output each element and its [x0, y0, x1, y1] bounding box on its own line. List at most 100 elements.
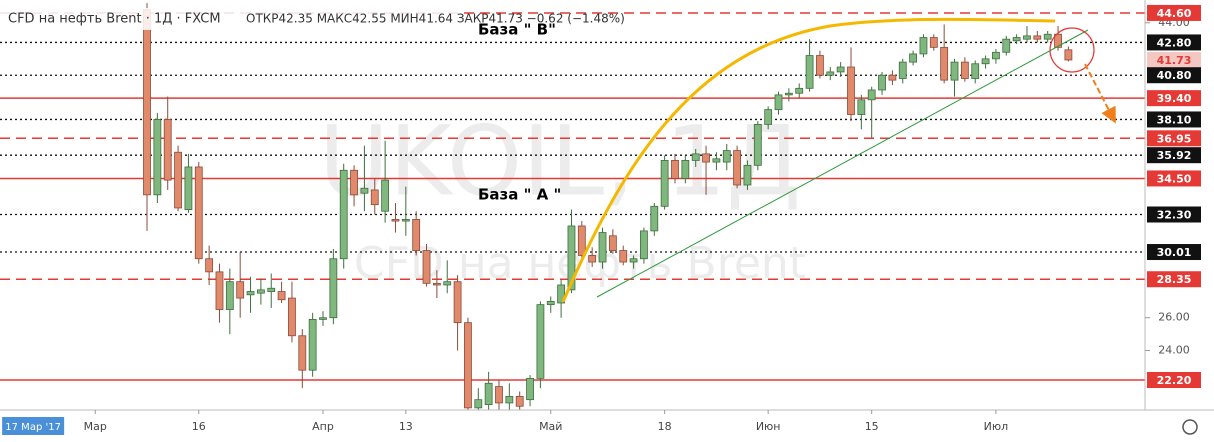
candle-body	[225, 281, 234, 310]
candle-body	[391, 219, 400, 222]
candle-body	[774, 94, 783, 111]
level-label: 40.80	[1157, 69, 1192, 82]
level-badge	[1147, 130, 1201, 147]
candle-body	[857, 99, 866, 115]
level-label: 44.60	[1157, 7, 1192, 20]
candle-body	[640, 230, 648, 260]
candle-body	[546, 300, 555, 306]
candle-body	[681, 160, 690, 179]
ohlc-text: ОТКР42.35 МАКС42.55 МИН41.64 ЗАКР41.73 −…	[246, 12, 625, 26]
settings-icon[interactable]	[1182, 419, 1198, 435]
level-label: 22.20	[1157, 374, 1192, 387]
level-badge	[1147, 4, 1201, 21]
candle-body	[795, 87, 804, 94]
level-label: 39.40	[1157, 92, 1192, 105]
candle-body	[950, 61, 959, 81]
candle-body	[660, 160, 669, 207]
level-label: 38.10	[1157, 113, 1192, 126]
candle-body	[940, 46, 949, 81]
candle-body	[919, 37, 928, 55]
candle-body	[381, 179, 390, 212]
level-badge	[1147, 51, 1201, 68]
candle-body	[536, 304, 545, 379]
candle-body	[370, 189, 379, 206]
candle-body	[205, 258, 214, 273]
level-badge	[1147, 67, 1201, 84]
candle-body	[702, 153, 710, 163]
x-tick-label: Июн	[756, 420, 781, 433]
trend-line	[596, 29, 1089, 298]
candle-body	[722, 150, 731, 163]
candle-body	[671, 160, 679, 179]
x-tick-label: Июл	[984, 420, 1009, 433]
candle-body	[484, 382, 493, 405]
candle-body	[350, 169, 358, 196]
candle-body	[1023, 35, 1031, 40]
candle-body	[691, 153, 700, 161]
candle-body	[588, 255, 597, 263]
candle-body	[567, 225, 576, 291]
level-label: 42.80	[1157, 36, 1192, 49]
level-badge	[1147, 170, 1201, 187]
x-tick-label: Мар	[84, 420, 107, 433]
candle-body	[608, 235, 617, 251]
arc-drawing	[561, 17, 1056, 303]
candle-body	[805, 55, 814, 89]
candle-body	[360, 187, 369, 194]
candle-body	[816, 55, 824, 76]
candle-body	[577, 225, 586, 256]
header-bg	[0, 8, 458, 30]
candle-body	[981, 58, 990, 65]
candle-body	[629, 258, 638, 263]
candle-body	[909, 53, 918, 63]
candle-body	[888, 74, 897, 81]
candle-body	[1033, 35, 1042, 40]
drawings	[561, 17, 1116, 303]
watermark: UKOIL, 1Д	[319, 105, 801, 217]
x-tick-label: 18	[658, 420, 672, 433]
candle-body	[256, 289, 265, 294]
candle-body	[474, 399, 483, 409]
candle-body	[412, 219, 421, 251]
candle-body	[319, 317, 327, 320]
candle-body	[929, 37, 938, 48]
candle-body	[743, 164, 752, 186]
level-label: 28.35	[1157, 273, 1192, 286]
candle-body	[878, 74, 886, 91]
candle-body	[619, 250, 628, 263]
candle-body	[557, 284, 566, 304]
candle-body	[464, 322, 472, 409]
candle-body	[971, 63, 980, 79]
candle-body	[453, 281, 462, 324]
level-badge	[1147, 34, 1201, 51]
annotation: База " А "	[478, 186, 561, 204]
candle-body	[733, 150, 742, 186]
x-tick-label: Май	[539, 420, 562, 433]
candle-body	[526, 377, 534, 401]
cursor-label: 17 Мар '17	[5, 422, 61, 433]
candle-body	[267, 287, 276, 292]
level-badge	[1147, 90, 1201, 107]
candle-body	[143, 9, 151, 196]
candle-body	[401, 219, 410, 222]
candle-body	[246, 291, 255, 296]
y-tick-label: 24.00	[1158, 344, 1190, 357]
level-label: 34.50	[1157, 172, 1192, 185]
candle-body	[847, 66, 855, 115]
candle-body	[422, 250, 431, 284]
candle-body	[236, 281, 245, 299]
candle-body	[1054, 33, 1062, 48]
circle-drawing	[1049, 27, 1095, 73]
candle-body	[298, 335, 307, 371]
candle-body	[495, 386, 503, 404]
level-badge	[1147, 271, 1201, 288]
level-badge	[1147, 147, 1201, 164]
x-tick-label: Апр	[312, 420, 334, 433]
annotation: База " В"	[478, 21, 556, 39]
x-tick-label: 13	[399, 420, 413, 433]
candle-body	[215, 271, 224, 310]
candle-body	[515, 395, 524, 407]
candle-body	[277, 291, 286, 301]
